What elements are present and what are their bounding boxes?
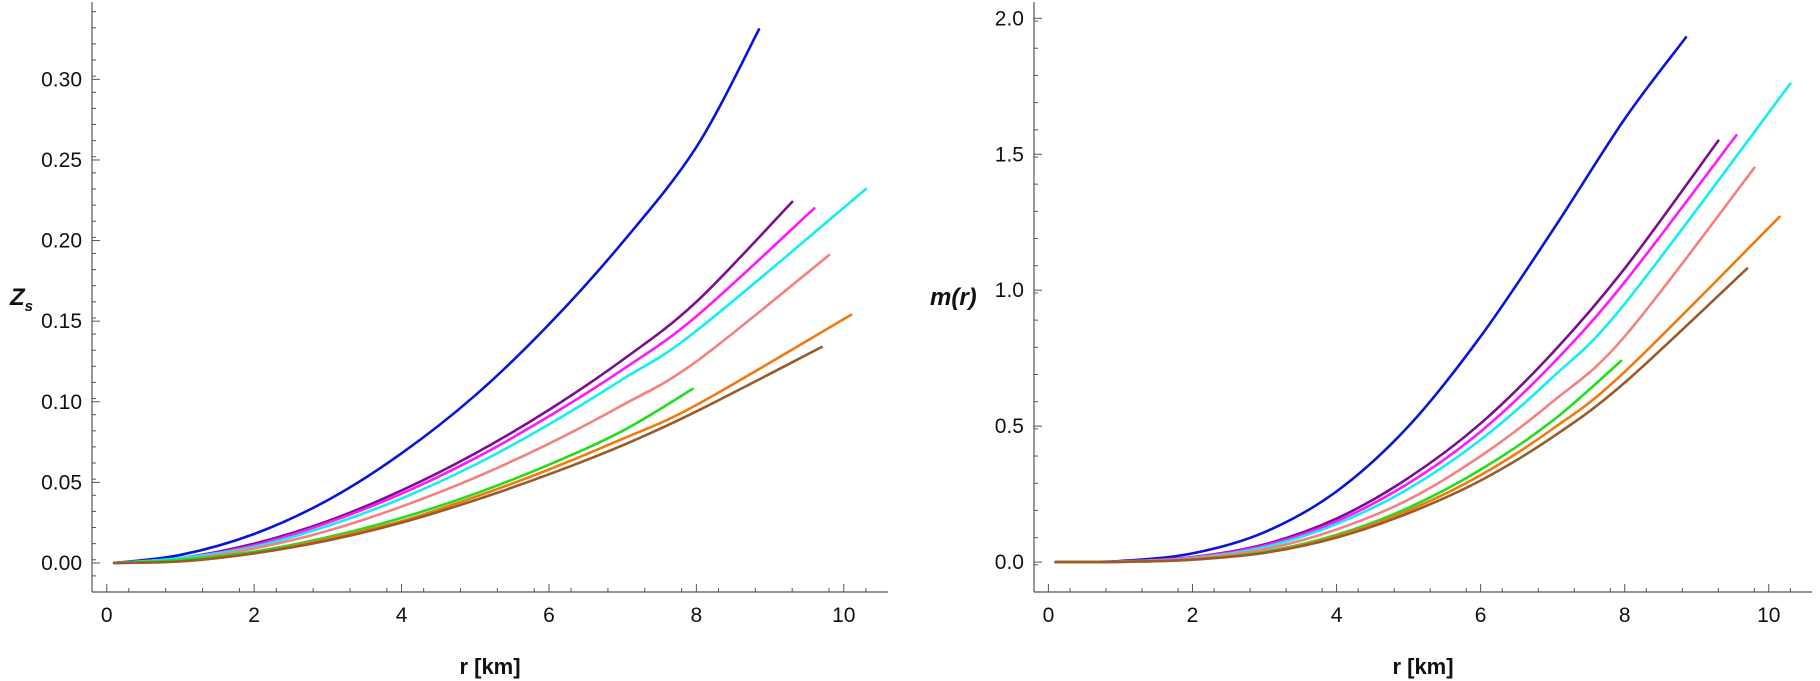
left-y-tick-label: 0.15 xyxy=(41,310,82,333)
left-y-axis-title-main: Z xyxy=(9,284,26,311)
left-chart: 0.00 0.05 0.10 0.15 0.20 0.25 0.30 0 2 4 6 8 10 r [km… xyxy=(9,2,888,679)
right-series-line-5 xyxy=(1054,166,1756,564)
left-y-tick-label: 0.30 xyxy=(41,68,82,91)
right-y-tick-label: 1.0 xyxy=(995,279,1024,302)
right-x-tick-label: 2 xyxy=(1187,604,1199,627)
right-series-line-8 xyxy=(1054,267,1749,564)
left-x-axis-title: r [km] xyxy=(459,654,520,679)
right-chart: 0.0 0.5 1.0 1.5 2.0 0 2 4 6 8 10 r [km] m(r) xyxy=(930,2,1812,679)
left-series-line-1 xyxy=(112,28,761,565)
right-series-line-1 xyxy=(1054,36,1688,564)
left-series-line-8 xyxy=(112,345,823,565)
right-x-tick-label: 8 xyxy=(1619,604,1631,627)
left-y-tick-label: 0.00 xyxy=(41,552,82,575)
right-x-tick-label: 0 xyxy=(1043,604,1055,627)
left-x-tick-label: 0 xyxy=(101,604,113,627)
right-x-tick-label: 6 xyxy=(1475,604,1487,627)
left-x-tick-label: 8 xyxy=(691,604,703,627)
right-y-tick-label: 0.5 xyxy=(995,415,1024,438)
left-x-tick-label: 4 xyxy=(396,604,408,627)
left-y-axis-title: Zs xyxy=(9,284,33,315)
right-y-axis-title: m(r) xyxy=(930,284,977,311)
right-series-line-3 xyxy=(1054,133,1738,564)
right-x-tick-label: 4 xyxy=(1331,604,1343,627)
right-y-tick-label: 1.5 xyxy=(995,143,1024,166)
left-y-tick-label: 0.20 xyxy=(41,230,82,253)
left-y-tick-label: 0.25 xyxy=(41,149,82,172)
left-series-line-3 xyxy=(112,207,816,565)
left-series-line-5 xyxy=(112,253,831,565)
right-x-tick-label: 10 xyxy=(1757,604,1780,627)
right-x-axis-title: r [km] xyxy=(1392,654,1453,679)
left-series-line-4 xyxy=(112,187,868,565)
right-y-tick-label: 0.0 xyxy=(995,551,1024,574)
right-y-tick-label: 2.0 xyxy=(995,7,1024,30)
right-series-line-2 xyxy=(1054,139,1720,564)
right-series-line-4 xyxy=(1054,82,1792,564)
left-x-tick-label: 2 xyxy=(248,604,260,627)
left-x-tick-label: 10 xyxy=(832,604,855,627)
left-y-tick-label: 0.10 xyxy=(41,391,82,414)
left-series-line-6 xyxy=(112,387,694,565)
left-series-line-7 xyxy=(112,313,853,565)
left-y-axis-title-sub: s xyxy=(25,298,33,315)
left-series-line-2 xyxy=(112,200,794,565)
left-x-tick-label: 6 xyxy=(543,604,555,627)
left-y-tick-label: 0.05 xyxy=(41,471,82,494)
